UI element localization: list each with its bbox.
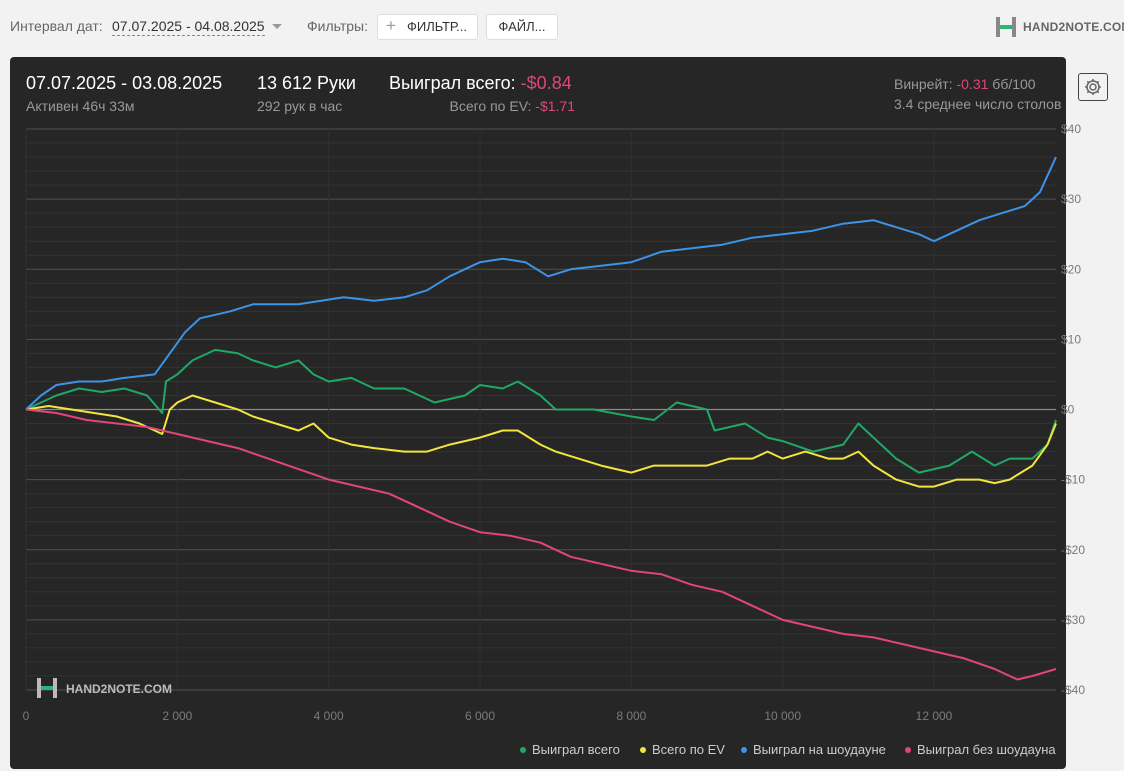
settings-button[interactable] [1078, 73, 1108, 101]
x-tick-label: 6 000 [465, 709, 495, 723]
active-time: Активен 46ч 33м [26, 98, 135, 114]
x-tick-label: 4 000 [314, 709, 344, 723]
y-tick-label: $30 [1061, 192, 1081, 206]
legend-item-non-showdown[interactable]: Выиграл без шоудауна [905, 742, 1056, 757]
brand-text: HAND2NOTE.COM [1023, 20, 1124, 34]
legend-label: Всего по EV [652, 742, 725, 757]
filter-button-label: ФИЛЬТР... [407, 19, 467, 34]
file-button[interactable]: ФАЙЛ... [486, 14, 558, 40]
gear-icon [1085, 79, 1101, 95]
y-tick-label: $40 [1061, 122, 1081, 136]
y-tick-label: -$20 [1061, 543, 1085, 557]
plus-icon: + [386, 16, 396, 35]
series-line-non-showdown [25, 408, 1057, 681]
hands-count: 13 612 Руки [257, 73, 356, 93]
legend-item-showdown[interactable]: Выиграл на шоудауне [741, 742, 886, 757]
y-axis-labels: $40 $30 $20 $10 $0 -$10 -$20 -$30 -$40 [1061, 122, 1085, 697]
legend-item-ev[interactable]: Всего по EV [640, 742, 725, 757]
x-axis-labels: 0 2 000 4 000 6 000 8 000 10 000 12 000 [23, 709, 953, 723]
ev-total-label: Всего по EV: [449, 98, 532, 114]
legend-dot [640, 746, 646, 753]
x-tick-label: 10 000 [764, 709, 801, 723]
ev-total: Всего по EV: -$1.71 [450, 98, 576, 114]
average-tables: 3.4 среднее число столов [894, 96, 1062, 112]
winrate-label: Винрейт: [894, 76, 953, 92]
y-tick-label: $20 [1061, 262, 1081, 276]
x-tick-label: 12 000 [916, 709, 953, 723]
toolbar: Интервал дат: 07.07.2025 - 04.08.2025 Фи… [0, 0, 1124, 56]
won-total-label: Выиграл всего: [389, 73, 516, 93]
series-line-showdown [25, 156, 1057, 411]
series-lines [25, 156, 1057, 681]
legend-dot [905, 746, 911, 753]
winrate-value: -0.31 [956, 76, 989, 92]
series-line-ev [25, 394, 1057, 488]
filter-button[interactable]: + ФИЛЬТР... [377, 14, 478, 40]
x-tick-label: 2 000 [162, 709, 192, 723]
legend-dot [520, 746, 526, 753]
legend-item-won[interactable]: Выиграл всего [520, 742, 620, 757]
ev-total-value: -$1.71 [535, 98, 575, 114]
legend-dot [741, 746, 747, 753]
watermark-logo-icon [37, 678, 57, 698]
won-total-value: -$0.84 [520, 73, 572, 93]
hands-per-hour: 292 рук в час [257, 98, 343, 114]
y-tick-label: -$30 [1061, 613, 1085, 627]
x-tick-label: 8 000 [616, 709, 646, 723]
legend-label: Выиграл всего [532, 742, 620, 757]
filters-label: Фильтры: [307, 18, 368, 34]
grid-lines [25, 128, 1056, 691]
won-total: Выиграл всего: -$0.84 [389, 73, 572, 94]
file-button-label: ФАЙЛ... [498, 19, 546, 34]
y-tick-label: -$40 [1061, 683, 1085, 697]
legend-label: Выиграл без шоудауна [917, 742, 1056, 757]
y-tick-label: -$10 [1061, 473, 1085, 487]
series-line-won [25, 348, 1057, 474]
date-interval-label: Интервал дат: [10, 18, 103, 34]
period-value: 07.07.2025 - 03.08.2025 [26, 73, 223, 93]
chart-panel [10, 57, 1066, 769]
y-tick-label: $0 [1061, 403, 1075, 417]
date-interval-picker[interactable]: 07.07.2025 - 04.08.2025 [112, 18, 265, 36]
watermark-text: HAND2NOTE.COM [66, 682, 173, 696]
y-tick-label: $10 [1061, 332, 1081, 346]
x-tick-label: 0 [23, 709, 30, 723]
winrate: Винрейт: -0.31 бб/100 [894, 76, 1036, 92]
chevron-down-icon[interactable] [272, 24, 282, 29]
legend-label: Выиграл на шоудауне [753, 742, 886, 757]
hand2note-logo-icon [996, 17, 1016, 37]
winrate-unit: бб/100 [992, 76, 1036, 92]
